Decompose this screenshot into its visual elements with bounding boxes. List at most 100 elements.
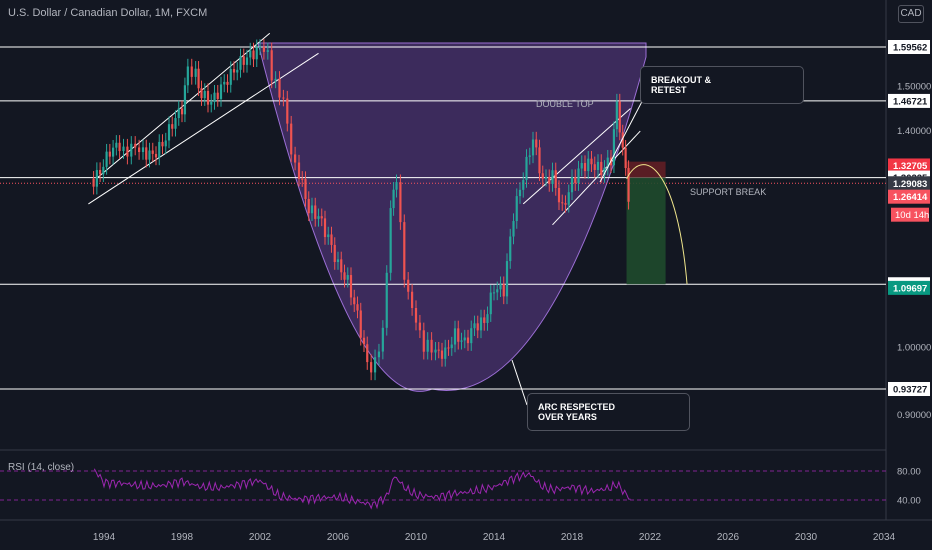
candle-body — [437, 349, 440, 351]
candle-body — [122, 146, 125, 152]
x-tick-label: 2002 — [249, 532, 272, 543]
candle-body — [418, 322, 421, 331]
candle-body — [108, 151, 111, 157]
candle-body — [320, 216, 323, 219]
candle-body — [606, 157, 609, 168]
callout-pointer — [599, 89, 649, 183]
rsi-line — [93, 468, 631, 510]
arc-callout-line2: OVER YEARS — [538, 412, 597, 422]
candle-body — [444, 347, 447, 359]
candle-body — [476, 323, 479, 331]
candle-body — [130, 143, 133, 157]
candle-body — [373, 357, 377, 373]
candle-body — [301, 178, 304, 180]
candle-body — [245, 57, 249, 65]
candle-body — [112, 147, 115, 157]
candle-body — [154, 153, 158, 158]
channel-line — [88, 52, 319, 205]
breakout-callout-line2: RETEST — [651, 85, 687, 95]
candle-body — [333, 244, 336, 263]
candle-body — [612, 129, 616, 166]
candle-body — [266, 50, 269, 52]
y-tick-label: 1.40000 — [897, 126, 931, 137]
candle-body — [377, 351, 381, 358]
candle-body — [564, 203, 567, 205]
candle-body — [509, 236, 512, 262]
candle-body — [366, 344, 369, 363]
candle-body — [466, 337, 470, 344]
candle-body — [258, 46, 262, 48]
candle-body — [177, 108, 180, 119]
rsi-level-label: 80.00 — [897, 467, 921, 478]
price-label-box — [888, 40, 930, 54]
candle-body — [92, 178, 95, 187]
candle-body — [216, 92, 219, 99]
candle-body — [126, 146, 129, 157]
price-label: 1.29083 — [893, 179, 927, 190]
price-label: 1.26414 — [893, 192, 928, 203]
x-tick-label: 2006 — [327, 532, 350, 543]
price-label: 1.46721 — [893, 96, 928, 107]
candle-body — [414, 308, 418, 323]
chart-title: U.S. Dollar / Canadian Dollar, 1M, FXCM — [8, 7, 208, 19]
candle-body — [570, 177, 574, 193]
candle-body — [242, 56, 245, 65]
candle-body — [213, 92, 216, 102]
candle-body — [304, 179, 307, 199]
breakout-callout-line1: BREAKOUT & — [651, 75, 711, 85]
candle-body — [453, 328, 457, 345]
candle-body — [148, 150, 151, 160]
candle-body — [460, 340, 463, 342]
candle-body — [450, 344, 453, 349]
candle-body — [557, 187, 561, 203]
candle-body — [138, 147, 141, 153]
candle-body — [470, 328, 473, 344]
candle-body — [310, 205, 314, 214]
x-tick-label: 2034 — [873, 532, 896, 543]
candle-body — [167, 124, 171, 141]
x-tick-label: 2030 — [795, 532, 818, 543]
candle-body — [164, 140, 167, 147]
candle-body — [483, 317, 486, 323]
candle-body — [403, 222, 406, 280]
x-tick-label: 2022 — [639, 532, 662, 543]
candle-body — [624, 147, 627, 169]
candle-body — [274, 78, 277, 81]
candle-body — [186, 66, 189, 86]
candle-body — [381, 327, 384, 352]
currency-button[interactable]: CAD — [898, 5, 924, 23]
candle-body — [278, 78, 281, 98]
candle-body — [430, 339, 433, 353]
candle-body — [346, 275, 349, 280]
candle-body — [200, 88, 203, 99]
candle-body — [522, 180, 525, 190]
price-label: 1.59562 — [893, 43, 927, 54]
candle-body — [349, 275, 353, 298]
candle-body — [407, 279, 410, 292]
price-label: 0.93727 — [893, 385, 927, 396]
candle-body — [385, 272, 388, 328]
arc-callout: ARC RESPECTED OVER YEARS — [527, 393, 690, 431]
candle-body — [535, 139, 538, 148]
support-break-label: SUPPORT BREAK — [690, 187, 766, 197]
candle-body — [496, 289, 499, 293]
y-tick-label: 1.50000 — [897, 82, 931, 93]
candle-body — [551, 170, 554, 184]
candle-body — [531, 139, 535, 156]
candle-body — [554, 170, 557, 188]
candle-body — [353, 297, 356, 305]
candle-body — [389, 208, 392, 273]
candle-body — [505, 261, 509, 297]
x-tick-label: 2014 — [483, 532, 506, 543]
price-label-box — [888, 280, 930, 295]
candle-body — [422, 330, 425, 352]
price-label-box — [888, 158, 930, 173]
candle-body — [574, 177, 577, 184]
candle-body — [541, 173, 544, 179]
candle-body — [290, 123, 293, 155]
candle-body — [232, 68, 236, 73]
candle-body — [183, 85, 187, 115]
candle-body — [489, 292, 492, 315]
rsi-indicator-title[interactable]: RSI (14, close) — [8, 462, 75, 473]
